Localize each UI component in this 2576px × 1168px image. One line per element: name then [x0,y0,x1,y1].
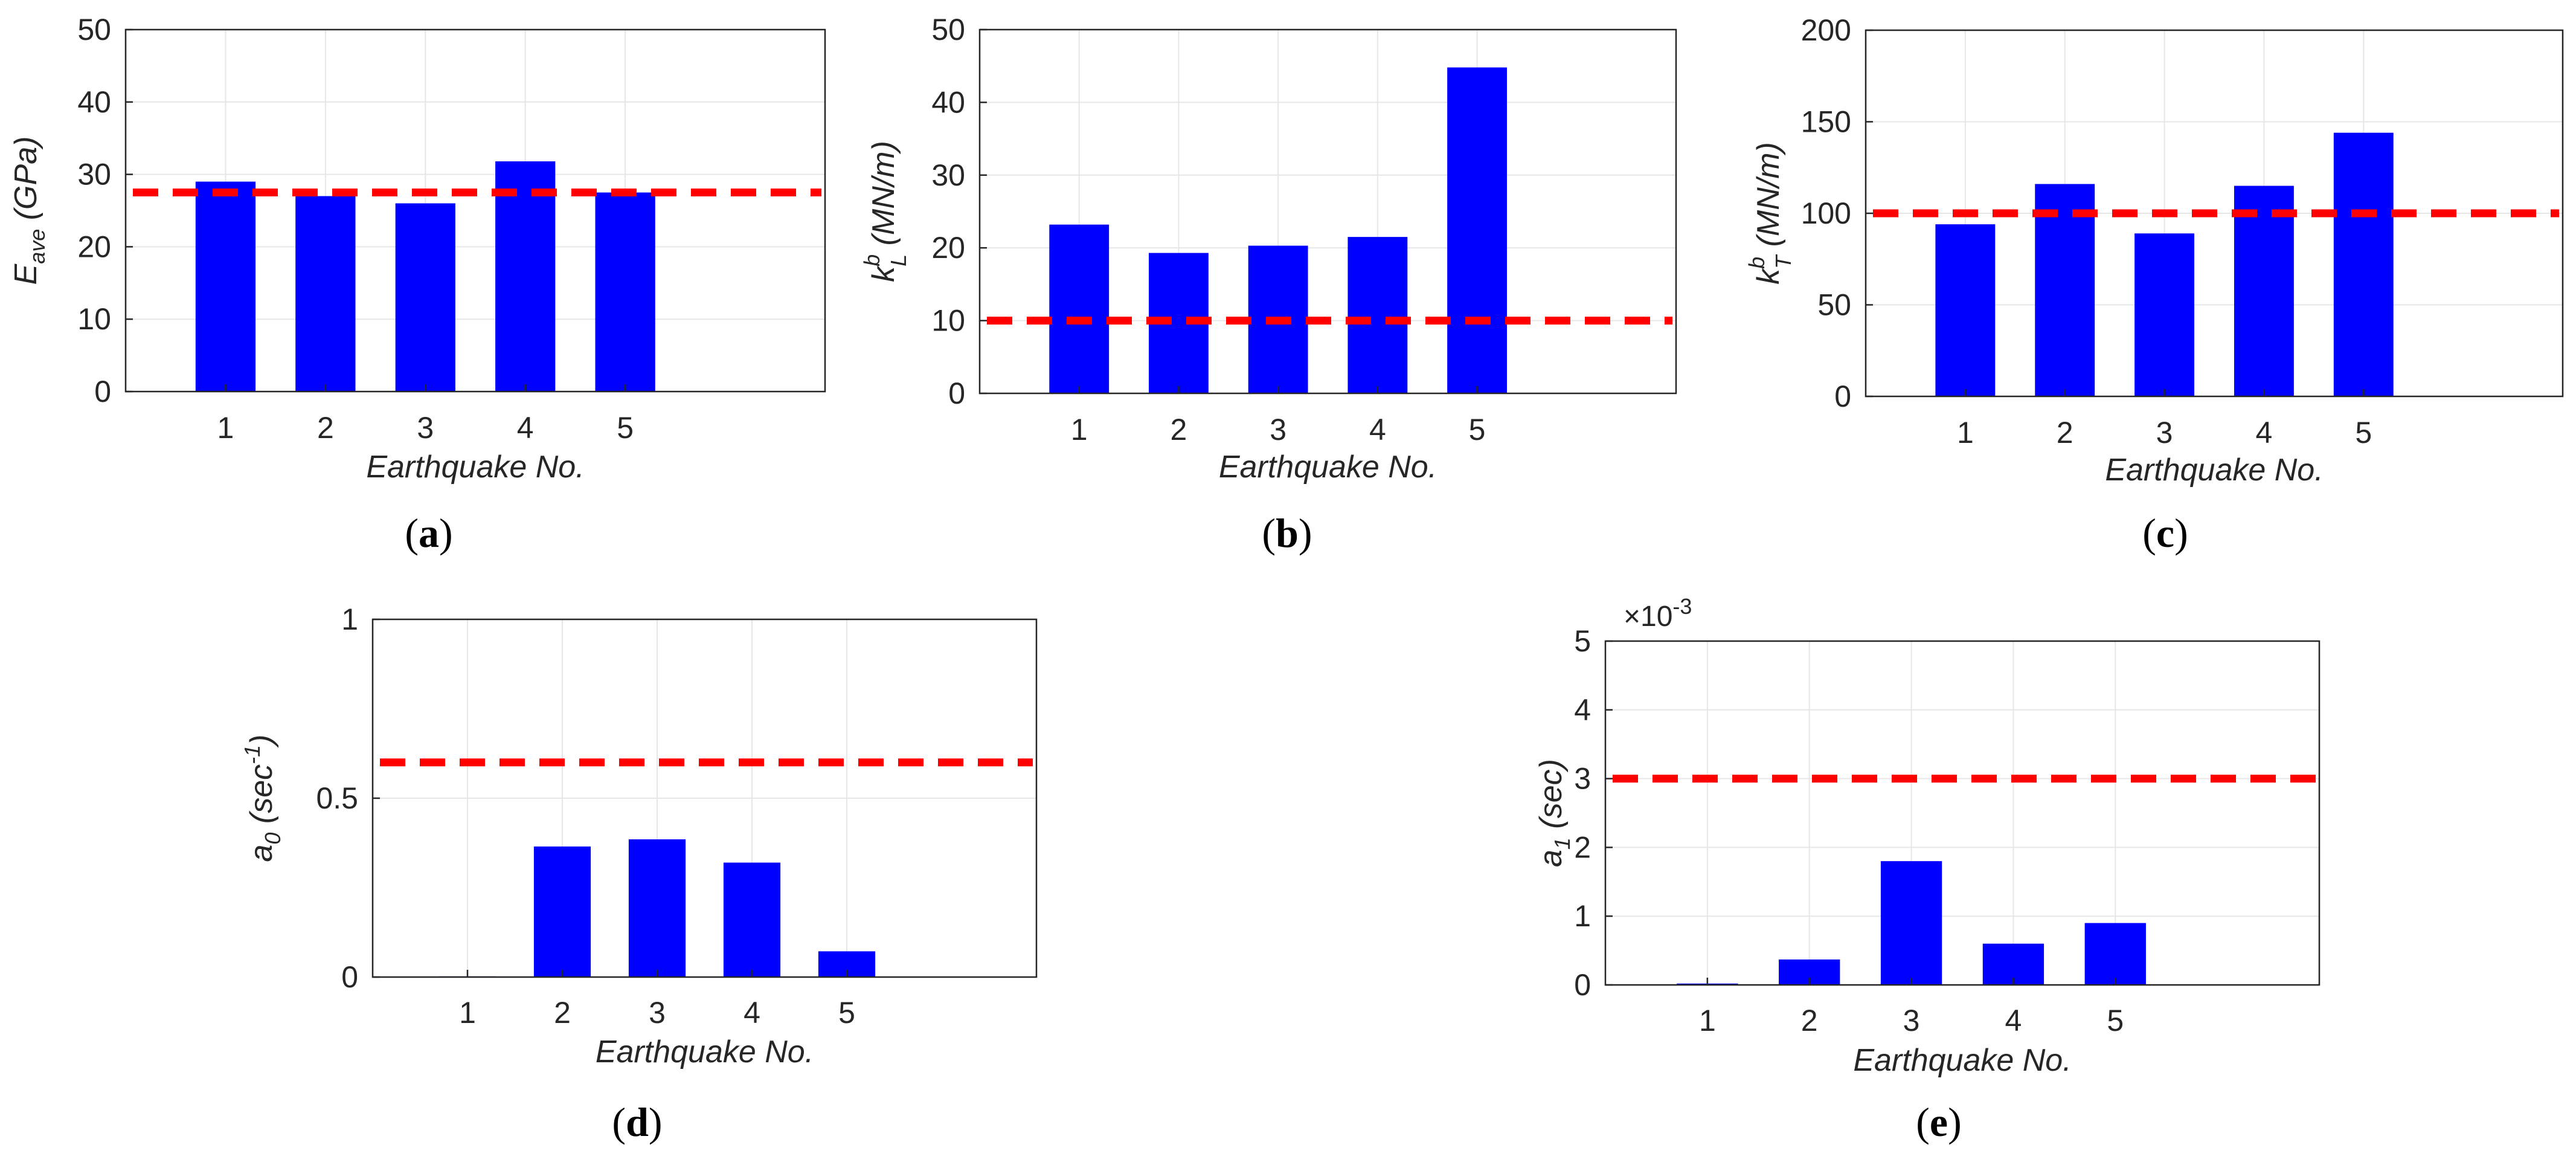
y-tick-label: 1 [341,602,358,636]
y-tick-label: 0 [948,376,965,410]
x-axis-label: Earthquake No. [2105,453,2323,488]
x-tick-label: 2 [1171,413,1187,447]
x-tick-label: 5 [2355,416,2372,450]
bar-1 [1049,224,1110,393]
x-axis-label: Earthquake No. [366,450,584,485]
subfigure-caption: (d) [612,1099,662,1145]
subfigure-caption: (b) [1262,510,1312,556]
bar-4 [495,161,556,392]
x-axis-label: Earthquake No. [596,1034,814,1070]
bar-4 [1347,237,1408,393]
x-tick-label: 5 [2107,1004,2124,1037]
x-tick-label: 1 [1699,1004,1716,1037]
bar-5 [1447,67,1507,393]
bar-5 [2333,132,2394,396]
y-tick-label: 30 [931,158,965,192]
y-axis-label: a1 (sec) [1534,759,1575,867]
y-tick-label: 0.5 [316,781,358,815]
y-tick-label: 1 [1574,899,1591,933]
x-tick-label: 4 [517,411,534,445]
bar-1 [195,181,256,392]
x-tick-label: 2 [1801,1004,1818,1037]
y-tick-label: 50 [931,13,965,47]
bar-3 [1880,861,1942,985]
axes-box [124,28,826,393]
y-tick-label: 200 [1801,13,1851,47]
axes-box [978,28,1677,395]
chart-panel-e: 0 1 2 3 4 5 1 2 3 4 5 Earthquake No. a1 (sec) ×10-3 (e… [1534,594,2321,1145]
x-axis-label: Earthquake No. [1219,450,1437,485]
bar-5 [2084,923,2146,985]
x-tick-label: 1 [459,996,476,1030]
x-tick-label: 4 [2005,1004,2022,1037]
y-axis-label: kbL (MN/m) [859,141,911,282]
bar-1 [1935,224,1996,396]
bar-2 [2035,184,2095,396]
subfigure-caption: (a) [405,510,452,556]
x-tick-label: 2 [2057,416,2073,450]
y-tick-label: 0 [1574,968,1591,1002]
y-tick-label: 20 [931,231,965,265]
x-tick-label: 4 [2256,416,2273,450]
y-tick-label: 0 [341,960,358,994]
x-tick-label: 2 [317,411,334,445]
bar-4 [2234,186,2294,396]
chart-panel-a: 0 10 20 30 40 50 1 2 3 4 5 Earthquake No. Eave (GPa)… [8,13,826,556]
y-tick-label: 3 [1574,762,1591,796]
x-tick-label: 3 [1270,413,1286,447]
axes-box [1604,640,2321,986]
x-tick-label: 3 [649,996,666,1030]
x-tick-label: 4 [744,996,760,1030]
x-tick-label: 4 [1369,413,1386,447]
y-tick-label: 150 [1801,105,1851,139]
y-tick-label: 0 [1834,379,1851,413]
chart-panel-c: 0 50 100 150 200 1 2 3 4 5 Earthquake No. kbT (MN/m… [1744,13,2564,556]
y-axis-label: a0 (sec-1) [240,735,285,862]
y-tick-label: 40 [77,85,111,119]
bar-3 [628,839,686,977]
y-tick-label: 50 [1817,288,1851,322]
x-tick-label: 5 [838,996,855,1030]
bar-3 [2134,233,2195,396]
bar-3 [395,203,455,392]
bar-5 [595,192,655,392]
y-tick-label: 100 [1801,196,1851,230]
y-tick-label: 0 [94,375,111,408]
bar-4 [723,862,781,977]
exponent-label: ×10-3 [1624,594,1692,633]
bar-2 [533,846,591,977]
y-axis-label: Eave (GPa) [8,137,50,285]
y-tick-label: 4 [1574,693,1591,727]
x-tick-label: 1 [1071,413,1088,447]
bar-2 [295,196,356,392]
x-tick-label: 3 [1903,1004,1920,1037]
y-tick-label: 30 [77,158,111,192]
x-tick-label: 1 [1957,416,1974,450]
x-tick-label: 5 [617,411,634,445]
y-tick-label: 20 [77,230,111,263]
y-tick-label: 10 [931,304,965,338]
x-tick-label: 3 [2156,416,2173,450]
subfigure-caption: (c) [2142,510,2188,556]
y-tick-label: 40 [931,85,965,119]
x-tick-label: 1 [217,411,234,445]
y-tick-label: 5 [1574,624,1591,658]
x-tick-label: 3 [417,411,434,445]
x-tick-label: 2 [554,996,571,1030]
plot-area [1605,641,2319,985]
y-tick-label: 10 [77,302,111,336]
x-axis-label: Earthquake No. [1853,1043,2071,1078]
y-tick-label: 50 [77,13,111,47]
subfigure-caption: (e) [1916,1099,1962,1145]
x-tick-label: 5 [1469,413,1486,447]
chart-panel-d: 0 0.5 1 1 2 3 4 5 Earthquake No. a0 (sec-1) (d) [240,602,1038,1145]
y-tick-label: 2 [1574,830,1591,864]
y-axis-label: kbT (MN/m) [1744,142,1796,285]
chart-panel-b: 0 10 20 30 40 50 1 2 3 4 5 Earthquake No. kbL (MN/m)… [859,13,1677,556]
